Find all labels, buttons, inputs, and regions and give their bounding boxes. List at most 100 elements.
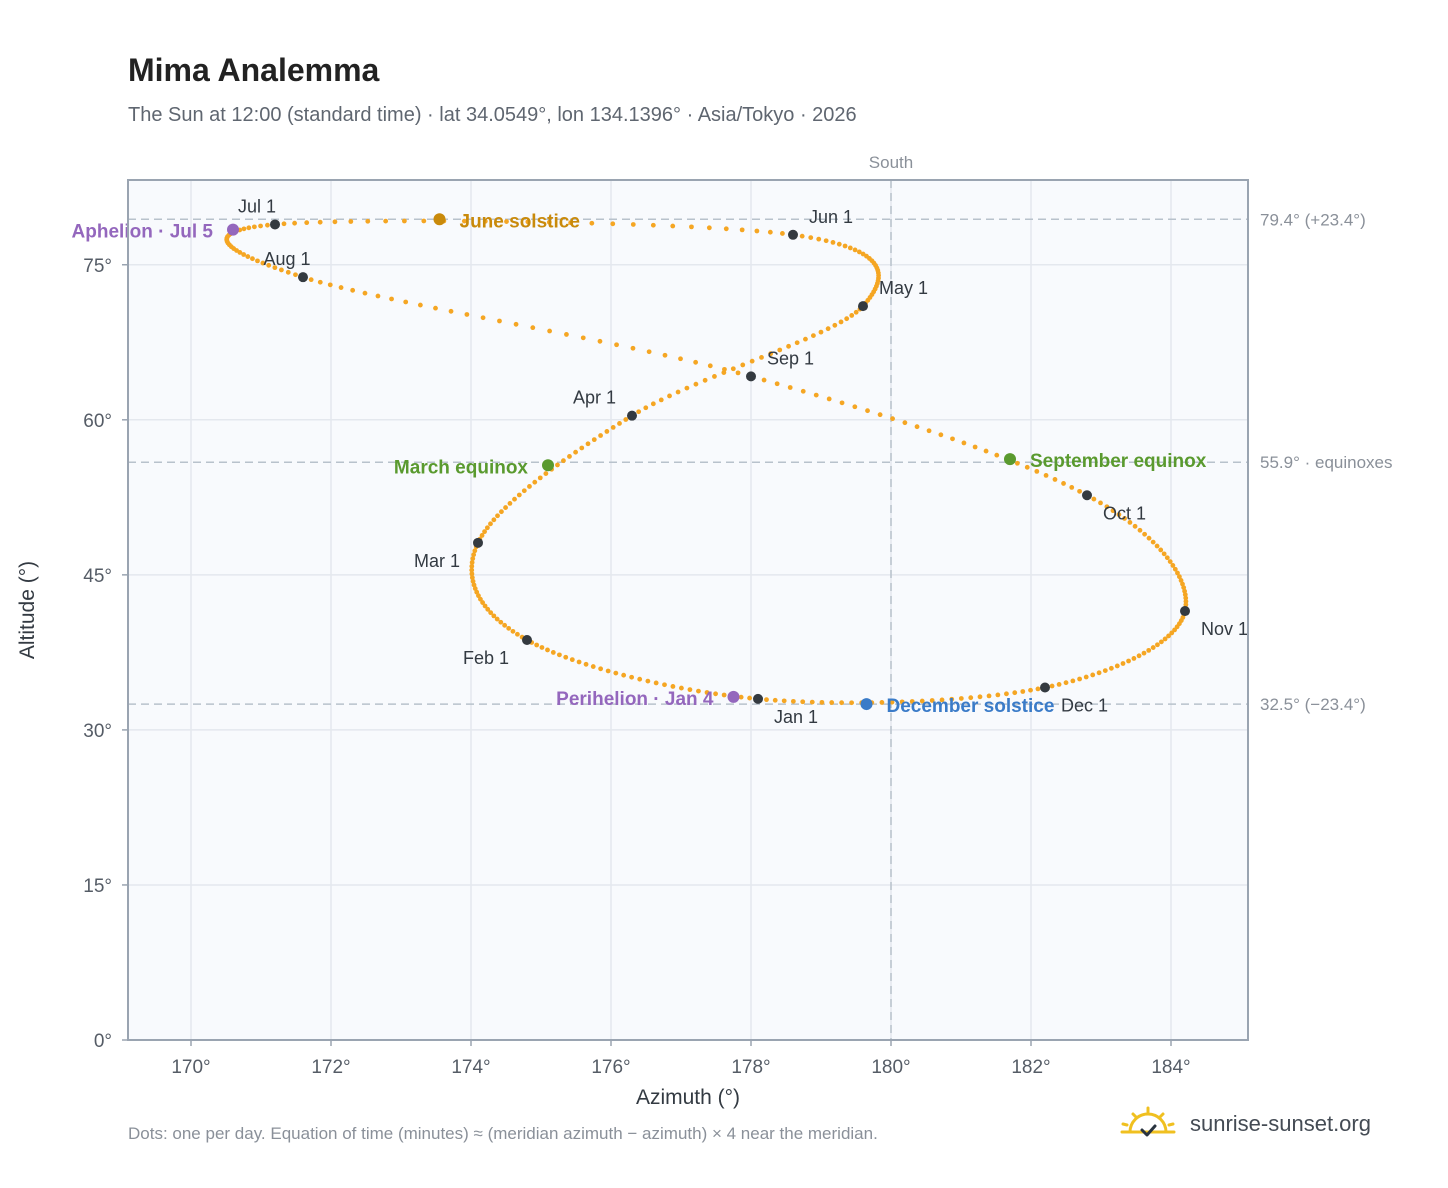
- month-marker: [522, 634, 532, 645]
- day-dot: [433, 305, 438, 311]
- day-dot: [389, 296, 394, 302]
- day-dot: [670, 684, 676, 689]
- day-dot: [739, 227, 745, 233]
- day-dot: [401, 218, 407, 224]
- day-dot: [317, 219, 323, 225]
- event-label: December solstice: [887, 696, 1055, 717]
- day-dot: [470, 578, 476, 584]
- day-dot: [704, 690, 710, 695]
- day-dot: [889, 699, 895, 705]
- day-dot: [479, 533, 485, 538]
- month-marker: [1082, 490, 1092, 501]
- x-tick-label: 180°: [871, 1057, 910, 1078]
- day-dot: [478, 596, 483, 602]
- day-dot: [696, 688, 701, 694]
- day-dot: [1096, 670, 1102, 676]
- day-dot: [537, 475, 543, 481]
- day-dot: [482, 218, 488, 224]
- month-label: May 1: [879, 278, 928, 298]
- day-dot: [707, 363, 713, 369]
- day-dot: [527, 484, 532, 489]
- x-tick-label: 182°: [1011, 1057, 1050, 1078]
- day-dot: [241, 226, 247, 232]
- day-dot: [1175, 570, 1180, 576]
- day-dot: [747, 695, 753, 701]
- day-dot: [968, 695, 974, 701]
- footnote: Dots: one per day. Equation of time (min…: [128, 1124, 878, 1143]
- day-dot: [246, 225, 252, 231]
- month-marker: [788, 229, 798, 240]
- day-dot: [614, 342, 619, 348]
- month-label: Aug 1: [263, 249, 310, 269]
- day-dot: [1034, 468, 1040, 474]
- day-dot: [790, 698, 796, 704]
- day-dot: [543, 471, 549, 476]
- day-dot: [713, 691, 718, 697]
- y-tick-label: 15°: [83, 876, 112, 897]
- event-marker: [727, 690, 740, 703]
- day-dot: [662, 682, 667, 688]
- day-dot: [865, 408, 870, 414]
- day-dot: [383, 218, 389, 224]
- day-dot: [403, 299, 409, 305]
- day-dot: [772, 697, 778, 703]
- day-dot: [1172, 627, 1177, 633]
- day-dot: [810, 333, 816, 339]
- month-marker: [858, 301, 868, 312]
- day-dot: [265, 222, 270, 228]
- day-dot: [650, 401, 656, 407]
- month-label: Oct 1: [1103, 503, 1146, 523]
- day-dot: [590, 664, 596, 669]
- day-dot: [754, 228, 760, 234]
- day-dot: [569, 657, 575, 663]
- day-dot: [598, 433, 603, 438]
- day-dot: [730, 366, 736, 372]
- day-dot: [650, 222, 656, 228]
- day-dot: [494, 616, 500, 622]
- day-dot: [662, 352, 668, 358]
- month-marker: [627, 410, 637, 421]
- day-dot: [557, 652, 562, 658]
- day-dot: [1146, 535, 1152, 541]
- day-dot: [598, 666, 604, 672]
- day-dot: [293, 272, 298, 278]
- y-tick-label: 45°: [83, 566, 112, 587]
- day-dot: [899, 699, 905, 705]
- day-dot: [800, 699, 806, 705]
- month-marker: [1180, 606, 1190, 617]
- day-dot: [499, 509, 504, 515]
- day-dot: [630, 345, 636, 351]
- day-dot: [706, 225, 712, 231]
- day-dot: [761, 377, 767, 383]
- day-dot: [1170, 563, 1176, 568]
- day-dot: [471, 552, 477, 558]
- month-marker: [753, 693, 763, 704]
- event-label: Aphelion · Jul 5: [72, 222, 214, 243]
- day-dot: [693, 359, 699, 365]
- day-dot: [1020, 689, 1026, 694]
- day-dot: [583, 661, 589, 667]
- day-dot: [1154, 543, 1160, 549]
- axis-ticks: 170° 172° 174° 176° 178° 180° 182° 184° 0° 15° 30°…: [83, 256, 1190, 1078]
- day-dot: [781, 698, 787, 704]
- daily-sun-dots: [224, 218, 1189, 706]
- day-dot: [853, 309, 859, 315]
- month-marker: [1040, 682, 1050, 693]
- day-dot: [605, 668, 611, 674]
- day-dot: [723, 226, 729, 232]
- brand-badge[interactable]: sunrise-sunset.org: [1120, 1104, 1371, 1144]
- day-dot: [839, 400, 845, 406]
- day-dot: [658, 397, 664, 403]
- day-dot: [645, 678, 651, 684]
- day-dot: [830, 240, 836, 245]
- day-dot: [780, 231, 785, 236]
- day-dot: [1077, 676, 1082, 682]
- day-dot: [630, 222, 636, 227]
- day-dot: [844, 316, 850, 322]
- day-dot: [838, 319, 844, 325]
- day-dot: [285, 269, 291, 275]
- reference-line-label: 32.5° (−23.4°): [1260, 695, 1366, 714]
- day-dot: [637, 676, 643, 682]
- day-dot: [643, 405, 649, 411]
- day-dot: [1176, 574, 1182, 580]
